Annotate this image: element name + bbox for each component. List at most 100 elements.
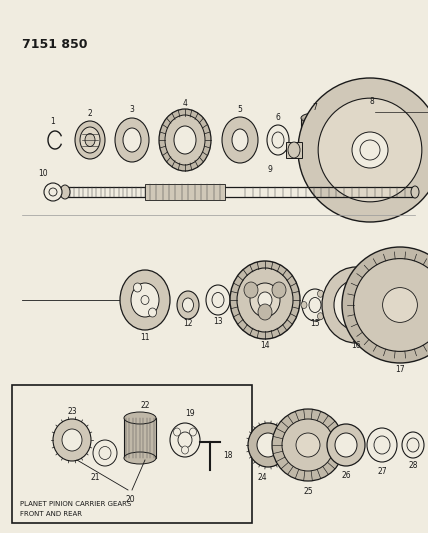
Ellipse shape [374,436,390,454]
Ellipse shape [250,283,280,317]
Circle shape [318,98,422,202]
Text: 3: 3 [130,106,134,115]
Ellipse shape [206,285,230,315]
Ellipse shape [301,302,307,309]
Text: 16: 16 [351,342,361,351]
Text: 11: 11 [140,334,150,343]
Text: 10: 10 [38,169,48,179]
Text: 6: 6 [276,114,280,123]
Ellipse shape [85,133,95,147]
Ellipse shape [115,118,149,162]
Ellipse shape [181,446,188,454]
Text: 2: 2 [88,109,92,118]
Text: 4: 4 [183,99,187,108]
Ellipse shape [123,128,141,152]
Circle shape [342,247,428,363]
Ellipse shape [272,132,284,148]
Ellipse shape [53,419,91,461]
Ellipse shape [62,429,82,451]
Ellipse shape [237,268,293,332]
Ellipse shape [272,282,286,298]
Text: 5: 5 [238,106,242,115]
Text: 17: 17 [395,366,405,375]
Text: 19: 19 [185,409,195,418]
Text: 24: 24 [257,472,267,481]
Ellipse shape [322,267,390,343]
Ellipse shape [334,280,378,330]
Ellipse shape [124,412,156,424]
Circle shape [360,140,380,160]
Bar [301,118,329,162]
Ellipse shape [178,432,192,448]
Ellipse shape [301,157,329,167]
Ellipse shape [288,142,300,158]
Ellipse shape [302,289,328,321]
Text: 1: 1 [51,117,55,126]
Ellipse shape [182,298,193,312]
Circle shape [49,188,57,196]
Ellipse shape [257,433,279,457]
Circle shape [352,132,388,168]
Text: PLANET PINION CARRIER GEARS: PLANET PINION CARRIER GEARS [20,501,131,507]
Ellipse shape [149,308,157,317]
Ellipse shape [244,282,258,298]
Ellipse shape [232,129,248,151]
Circle shape [282,419,334,471]
Text: 25: 25 [303,487,313,496]
Ellipse shape [134,283,142,292]
Text: 15: 15 [310,319,320,328]
Text: 22: 22 [140,401,150,410]
Ellipse shape [230,261,300,339]
Ellipse shape [335,433,357,457]
Ellipse shape [346,294,366,316]
Ellipse shape [93,440,117,466]
Text: 18: 18 [223,450,233,459]
Bar [145,184,225,200]
Circle shape [44,183,62,201]
Ellipse shape [222,117,258,163]
Circle shape [383,288,417,322]
Ellipse shape [174,126,196,154]
Ellipse shape [190,428,196,436]
Text: 23: 23 [67,408,77,416]
Ellipse shape [131,283,159,317]
Circle shape [272,409,344,481]
Ellipse shape [258,304,272,320]
Text: 7151 850: 7151 850 [22,38,87,51]
Ellipse shape [248,423,288,467]
Ellipse shape [318,290,324,297]
Ellipse shape [159,109,211,171]
Text: 9: 9 [268,166,273,174]
Ellipse shape [60,185,70,199]
Ellipse shape [99,447,111,459]
Bar [124,418,156,458]
Ellipse shape [173,428,181,436]
Bar [286,142,302,158]
Ellipse shape [327,424,365,466]
Ellipse shape [367,428,397,462]
Text: 12: 12 [183,319,193,328]
Circle shape [354,259,428,351]
Ellipse shape [258,292,272,308]
Bar [12,385,252,523]
Ellipse shape [402,432,424,458]
Circle shape [298,78,428,222]
Text: 7: 7 [312,103,318,112]
Ellipse shape [407,438,419,452]
Ellipse shape [212,293,224,308]
Text: 8: 8 [370,98,374,107]
Circle shape [296,433,320,457]
Ellipse shape [318,313,324,320]
Text: FRONT AND REAR: FRONT AND REAR [20,511,82,517]
Text: 20: 20 [125,496,135,505]
Ellipse shape [120,270,170,330]
Ellipse shape [177,291,199,319]
Ellipse shape [80,127,100,153]
Ellipse shape [124,452,156,464]
Ellipse shape [141,295,149,304]
Text: 14: 14 [260,342,270,351]
Ellipse shape [411,186,419,198]
Ellipse shape [267,125,289,155]
Text: 28: 28 [408,461,418,470]
Ellipse shape [170,423,200,457]
